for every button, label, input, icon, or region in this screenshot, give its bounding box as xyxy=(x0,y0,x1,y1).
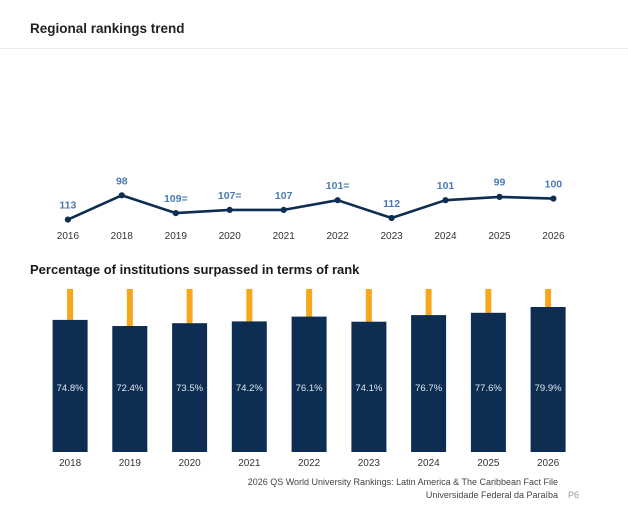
svg-text:107=: 107= xyxy=(218,190,242,202)
svg-text:2020: 2020 xyxy=(219,231,242,240)
svg-text:2023: 2023 xyxy=(380,231,403,240)
svg-text:2018: 2018 xyxy=(111,231,134,240)
svg-text:2025: 2025 xyxy=(488,231,511,240)
svg-text:79.9%: 79.9% xyxy=(535,383,562,394)
svg-text:2022: 2022 xyxy=(326,231,349,240)
svg-text:2021: 2021 xyxy=(273,231,296,240)
svg-text:2024: 2024 xyxy=(434,231,457,240)
svg-text:77.6%: 77.6% xyxy=(475,383,502,394)
svg-text:100: 100 xyxy=(545,179,563,191)
svg-text:112: 112 xyxy=(383,198,400,210)
svg-text:101=: 101= xyxy=(326,180,350,192)
svg-text:74.1%: 74.1% xyxy=(355,383,382,394)
svg-text:76.1%: 76.1% xyxy=(296,383,323,394)
svg-text:74.2%: 74.2% xyxy=(236,383,263,394)
svg-text:98: 98 xyxy=(116,176,128,188)
svg-text:72.4%: 72.4% xyxy=(116,383,143,394)
svg-text:2026: 2026 xyxy=(542,231,565,240)
svg-text:2019: 2019 xyxy=(165,231,188,240)
svg-text:2016: 2016 xyxy=(57,231,80,240)
svg-text:101: 101 xyxy=(437,180,455,192)
svg-text:107: 107 xyxy=(275,190,293,202)
svg-text:99: 99 xyxy=(494,177,506,189)
svg-text:109=: 109= xyxy=(164,193,188,205)
svg-text:113: 113 xyxy=(59,200,76,212)
svg-text:73.5%: 73.5% xyxy=(176,383,203,394)
svg-text:74.8%: 74.8% xyxy=(57,383,84,394)
svg-text:76.7%: 76.7% xyxy=(415,383,442,394)
